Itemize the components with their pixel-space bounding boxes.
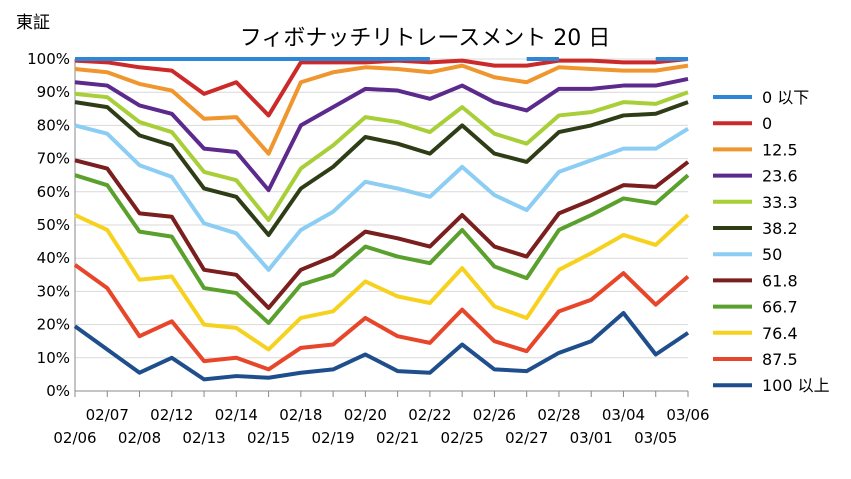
series-path — [74, 123, 690, 272]
x-tick-label: 02/06 — [53, 429, 96, 447]
x-tick-label: 03/06 — [666, 406, 709, 424]
y-tick-label: 0% — [46, 382, 70, 400]
x-tick-label: 02/22 — [408, 406, 451, 424]
series-line-23.6 — [74, 76, 689, 193]
x-tick-label: 02/25 — [441, 429, 484, 447]
x-tick-label: 02/12 — [150, 406, 193, 424]
x-tick-label: 02/19 — [311, 429, 354, 447]
y-tick-label: 100% — [27, 50, 70, 68]
x-tick-label: 02/28 — [537, 406, 580, 424]
x-tick-label: 02/18 — [279, 406, 322, 424]
y-tick-label: 80% — [37, 116, 70, 134]
y-tick-label: 20% — [37, 316, 70, 334]
series-path — [74, 90, 689, 223]
legend-label: 0 以下 — [762, 88, 809, 107]
y-tick-label: 90% — [37, 83, 70, 101]
series-line-38.2 — [74, 100, 689, 237]
legend: 0 以下 0 12.5 23.6 33.3 38.2 50 61.8 66.7 76.4 87.5 1… — [713, 88, 830, 395]
series-lines — [73, 57, 690, 382]
x-tick-label: 02/13 — [182, 429, 225, 447]
series-line-100-以上 — [73, 310, 690, 382]
series-line-66.7 — [74, 173, 690, 325]
x-tick-label: 03/04 — [602, 406, 645, 424]
axes — [74, 59, 689, 397]
legend-label: 66.7 — [762, 298, 798, 317]
series-line-33.3 — [74, 90, 689, 223]
x-tick-label: 02/07 — [86, 406, 129, 424]
legend-label: 38.2 — [762, 219, 798, 238]
legend-label: 12.5 — [762, 140, 798, 159]
series-line-76.4 — [74, 213, 690, 352]
x-tick-label: 02/20 — [344, 406, 387, 424]
x-tick-label: 02/27 — [505, 429, 548, 447]
x-tick-label: 02/14 — [215, 406, 258, 424]
series-path — [74, 76, 689, 193]
legend-label: 0 — [762, 114, 772, 133]
legend-label: 50 — [762, 245, 782, 264]
x-axis-tick-labels: 02/06 02/07 02/08 02/12 02/13 02/14 02/15 02/18… — [53, 406, 709, 447]
series-path — [74, 213, 690, 352]
x-tick-label: 02/21 — [376, 429, 419, 447]
y-tick-label: 70% — [37, 150, 70, 168]
series-path — [73, 310, 690, 382]
series-line-0 — [74, 57, 689, 118]
legend-label: 87.5 — [762, 350, 798, 369]
series-line-87.5 — [73, 263, 690, 372]
x-tick-label: 03/05 — [634, 429, 677, 447]
x-tick-label: 02/26 — [473, 406, 516, 424]
legend-label: 61.8 — [762, 271, 798, 290]
series-path — [74, 63, 689, 156]
legend-label: 76.4 — [762, 324, 798, 343]
series-line-50 — [74, 123, 690, 272]
series-path — [73, 263, 690, 372]
legend-label: 33.3 — [762, 193, 798, 212]
series-path — [74, 173, 690, 325]
series-line-61.8 — [74, 158, 690, 310]
y-tick-label: 40% — [37, 249, 70, 267]
legend-label: 100 以上 — [762, 376, 830, 395]
series-path — [74, 100, 689, 237]
series-path — [74, 57, 689, 118]
y-axis-tick-labels: 0% 10% 20% 30% 40% 50% 60% 70% 80% 90% 100% — [27, 50, 70, 400]
x-tick-label: 02/08 — [118, 429, 161, 447]
y-axis-label: 東証 — [16, 13, 50, 33]
series-line-12.5 — [74, 63, 689, 156]
legend-label: 23.6 — [762, 167, 798, 186]
y-tick-label: 30% — [37, 282, 70, 300]
x-tick-label: 03/01 — [570, 429, 613, 447]
y-tick-label: 60% — [37, 183, 70, 201]
y-tick-label: 10% — [37, 349, 70, 367]
y-tick-label: 50% — [37, 216, 70, 234]
series-path — [74, 158, 690, 310]
x-tick-label: 02/15 — [247, 429, 290, 447]
chart-title: フィボナッチリトレースメント 20 日 — [240, 26, 610, 51]
